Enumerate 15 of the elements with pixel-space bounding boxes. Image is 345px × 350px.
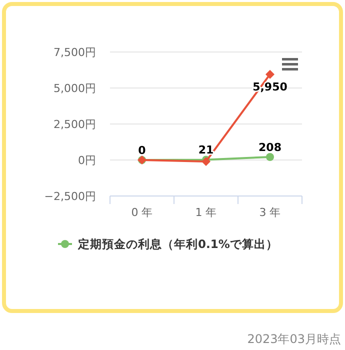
data-label: 21 — [198, 144, 214, 157]
x-tick-label: 1 年 — [195, 206, 217, 219]
legend-label: 定期預金の利息（年利0.1%で算出） — [77, 237, 278, 251]
text: 2023年03月時点 — [247, 332, 341, 346]
x-tick-label: 3 年 — [259, 206, 281, 219]
point — [266, 153, 274, 162]
y-tick-label: 0円 — [78, 154, 96, 167]
point — [266, 70, 274, 79]
y-tick-label: 7,500円 — [54, 46, 96, 59]
y-tick-label: 5,000円 — [54, 82, 96, 95]
data-label: 0 — [138, 144, 146, 157]
data-label: 208 — [258, 141, 282, 154]
y-tick-label: 2,500円 — [54, 118, 96, 131]
y-tick-label: −2,500円 — [44, 190, 96, 203]
x-tick-label: 0 年 — [131, 206, 153, 219]
